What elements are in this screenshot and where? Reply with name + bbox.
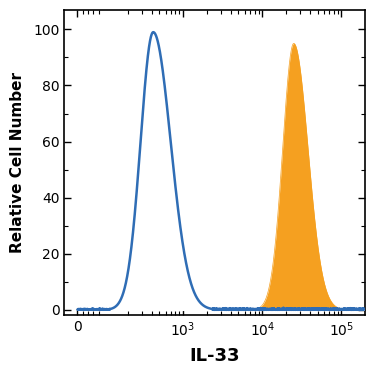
Y-axis label: Relative Cell Number: Relative Cell Number [10,72,25,253]
X-axis label: IL-33: IL-33 [189,347,240,365]
